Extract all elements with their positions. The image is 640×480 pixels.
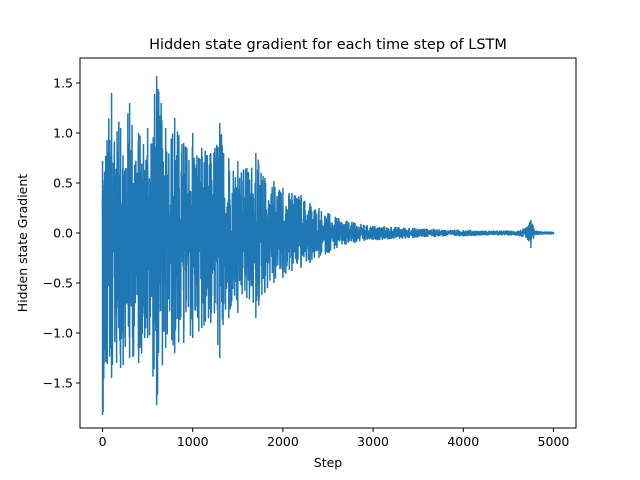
x-axis: 0 1000 2000 3000 4000 5000 <box>99 428 570 449</box>
x-tick-label: 1000 <box>177 434 209 449</box>
y-tick-label: 0.5 <box>53 176 73 191</box>
y-axis: −1.5 −1.0 −0.5 0.0 0.5 1.0 1.5 <box>43 76 80 391</box>
x-tick-label: 2000 <box>267 434 299 449</box>
y-tick-label: −0.5 <box>43 276 73 291</box>
y-tick-label: 0.0 <box>53 226 73 241</box>
y-tick-label: 1.0 <box>53 126 73 141</box>
series-layer <box>101 76 555 415</box>
x-tick-label: 0 <box>99 434 107 449</box>
x-tick-label: 5000 <box>538 434 570 449</box>
x-axis-label: Step <box>314 455 343 470</box>
x-tick-label: 4000 <box>447 434 479 449</box>
x-tick-label: 3000 <box>357 434 389 449</box>
y-tick-label: 1.5 <box>53 76 73 91</box>
y-tick-label: −1.0 <box>43 326 73 341</box>
y-tick-label: −1.5 <box>43 376 73 391</box>
chart-title: Hidden state gradient for each time step… <box>149 37 507 53</box>
series-peaks <box>101 76 555 415</box>
plot-frame <box>79 57 577 429</box>
y-axis-label: Hidden state Gradient <box>15 174 30 312</box>
